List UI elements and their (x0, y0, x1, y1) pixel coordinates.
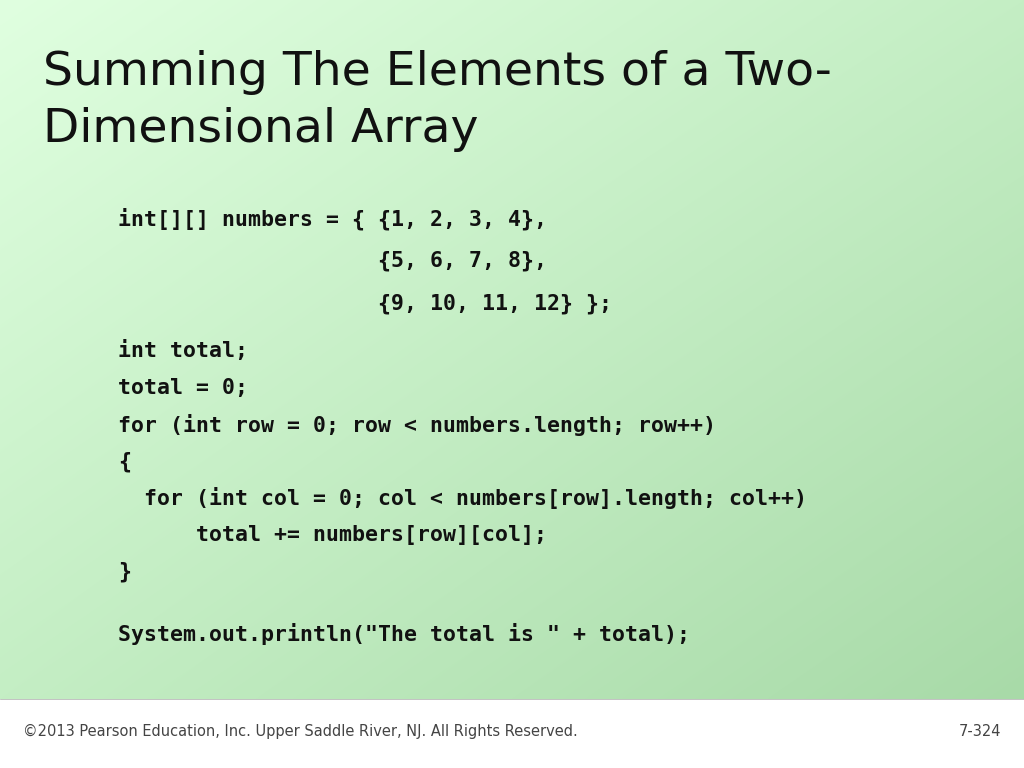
Text: {5, 6, 7, 8},: {5, 6, 7, 8}, (118, 251, 547, 271)
Text: for (int row = 0; row < numbers.length; row++): for (int row = 0; row < numbers.length; … (118, 414, 716, 435)
Text: }: } (118, 562, 131, 582)
Text: 7-324: 7-324 (958, 723, 1001, 739)
Text: for (int col = 0; col < numbers[row].length; col++): for (int col = 0; col < numbers[row].len… (118, 488, 807, 509)
Text: {9, 10, 11, 12} };: {9, 10, 11, 12} }; (118, 293, 611, 313)
FancyBboxPatch shape (0, 699, 1024, 768)
Text: Dimensional Array: Dimensional Array (43, 107, 478, 151)
Text: int[][] numbers = { {1, 2, 3, 4},: int[][] numbers = { {1, 2, 3, 4}, (118, 207, 547, 230)
Text: Summing The Elements of a Two-: Summing The Elements of a Two- (43, 51, 831, 95)
Text: System.out.println("The total is " + total);: System.out.println("The total is " + tot… (118, 623, 690, 644)
Text: total = 0;: total = 0; (118, 378, 248, 398)
Text: {: { (118, 452, 131, 472)
Text: total += numbers[row][col];: total += numbers[row][col]; (118, 525, 547, 545)
Text: int total;: int total; (118, 340, 248, 362)
Text: ©2013 Pearson Education, Inc. Upper Saddle River, NJ. All Rights Reserved.: ©2013 Pearson Education, Inc. Upper Sadd… (23, 723, 578, 739)
